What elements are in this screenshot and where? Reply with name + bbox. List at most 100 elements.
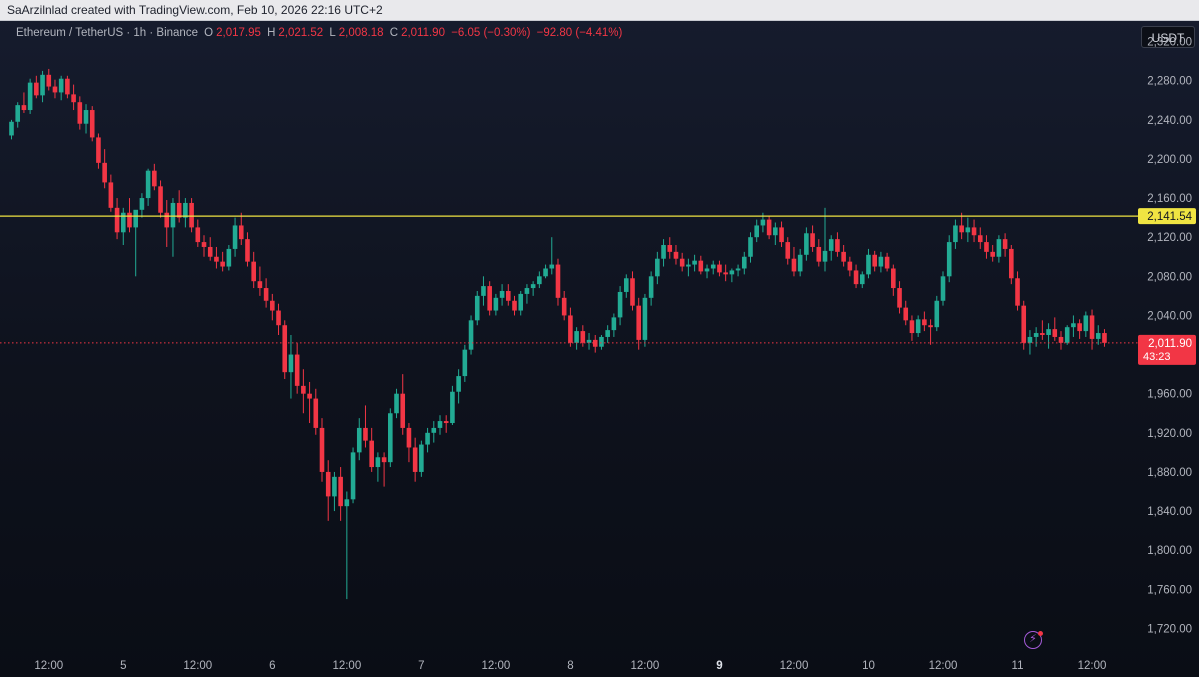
- candle: [89, 106, 95, 142]
- candle: [791, 246, 797, 277]
- candle: [1046, 323, 1051, 349]
- candle-body: [257, 281, 263, 289]
- candle: [605, 325, 610, 343]
- candle-body: [791, 258, 797, 272]
- x-tick-label: 12:00: [481, 660, 510, 672]
- candle-body: [120, 212, 126, 233]
- candle-body: [27, 82, 33, 111]
- candle-body: [760, 219, 766, 226]
- candle-body: [891, 268, 896, 289]
- candle: [847, 256, 853, 277]
- candle: [934, 295, 940, 332]
- candle-body: [971, 227, 977, 236]
- candle: [493, 293, 499, 316]
- candle: [568, 307, 573, 347]
- levels-layer: [0, 215, 1138, 344]
- candle: [555, 258, 561, 306]
- candle-body: [127, 212, 132, 228]
- candle: [356, 418, 362, 461]
- candle-body: [400, 393, 406, 428]
- candle: [394, 388, 399, 419]
- candle: [1058, 331, 1064, 350]
- candle: [27, 78, 33, 114]
- candle-body: [853, 270, 859, 285]
- candle: [462, 344, 468, 382]
- candle: [1021, 300, 1027, 350]
- candle-body: [276, 310, 281, 326]
- candle: [170, 198, 176, 257]
- candle-body: [642, 297, 648, 340]
- candle-body: [294, 354, 300, 386]
- candle-body: [586, 339, 592, 343]
- candle: [897, 281, 902, 314]
- candle: [524, 284, 530, 304]
- candle-body: [636, 305, 642, 340]
- symbol-label[interactable]: Ethereum / TetherUS · 1h · Binance: [16, 27, 198, 39]
- candle-body: [468, 320, 474, 350]
- candle-body: [46, 74, 52, 87]
- candle: [232, 217, 238, 257]
- x-tick-label: 12:00: [780, 660, 809, 672]
- candle: [1102, 329, 1107, 347]
- candle-body: [319, 427, 325, 472]
- candle: [785, 237, 791, 265]
- candle-body: [325, 471, 331, 497]
- high-value: 2,021.52: [278, 27, 324, 39]
- candle-body: [1077, 323, 1082, 332]
- candle-body: [443, 421, 449, 424]
- currency-button[interactable]: USDT: [1141, 26, 1195, 48]
- candle: [145, 168, 151, 206]
- candle-body: [381, 457, 387, 463]
- lightning-icon[interactable]: ⚡: [1024, 631, 1042, 649]
- candle: [580, 325, 586, 347]
- candle-body: [667, 245, 673, 252]
- candle: [388, 408, 393, 468]
- candle: [996, 235, 1002, 263]
- candle-body: [884, 256, 890, 269]
- candle-body: [251, 261, 256, 282]
- candle-body: [729, 270, 735, 275]
- candle: [437, 415, 443, 435]
- candle: [1064, 325, 1070, 345]
- candle-body: [549, 264, 555, 269]
- candle-body: [580, 331, 586, 343]
- candle: [83, 104, 89, 134]
- candle: [810, 225, 815, 252]
- candle: [468, 315, 474, 355]
- candle-body: [226, 248, 232, 267]
- candle-body: [474, 295, 480, 321]
- candle-body: [456, 376, 461, 392]
- candle: [903, 300, 909, 326]
- candle: [630, 271, 635, 311]
- x-tick-label: 12:00: [631, 660, 660, 672]
- candle: [891, 264, 896, 296]
- candle-body: [1089, 315, 1095, 339]
- candlestick-chart[interactable]: 2,320.00 2,280.00 2,240.00 2,200.00 2,160.00…: [0, 21, 1199, 677]
- candle: [543, 264, 548, 279]
- symbol-legend[interactable]: Ethereum / TetherUS · 1h · Binance O 2,01…: [16, 27, 625, 39]
- x-tick-label: 11: [1012, 660, 1024, 672]
- candle-body: [897, 288, 902, 308]
- candle-body: [1071, 323, 1076, 328]
- candle: [692, 254, 697, 272]
- candle-body: [1083, 315, 1089, 332]
- candle: [512, 295, 517, 316]
- candle: [381, 452, 387, 487]
- candle-body: [673, 251, 679, 259]
- candle: [481, 276, 486, 306]
- last-price-label: 2,011.90: [1148, 338, 1192, 350]
- candle: [499, 284, 505, 306]
- candle: [816, 239, 822, 267]
- candle-body: [940, 276, 946, 301]
- candle: [506, 284, 511, 306]
- candle-body: [518, 293, 524, 311]
- candle-body: [934, 300, 940, 328]
- candle-body: [959, 225, 964, 233]
- candle-body: [524, 288, 530, 294]
- candle: [21, 92, 27, 113]
- candle: [344, 491, 350, 600]
- high-label: H: [267, 27, 276, 39]
- candle-body: [928, 325, 933, 328]
- candle: [282, 320, 288, 380]
- candle: [686, 258, 691, 277]
